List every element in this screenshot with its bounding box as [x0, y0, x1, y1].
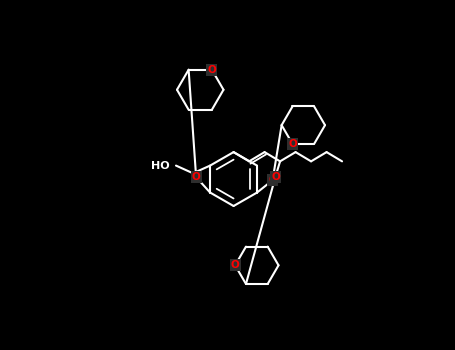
- Text: O: O: [207, 65, 216, 75]
- Text: O: O: [288, 139, 297, 149]
- Text: HO: HO: [151, 161, 170, 170]
- Text: O: O: [231, 260, 239, 270]
- Text: O: O: [271, 172, 280, 182]
- Text: O: O: [268, 175, 277, 185]
- Text: O: O: [192, 172, 201, 182]
